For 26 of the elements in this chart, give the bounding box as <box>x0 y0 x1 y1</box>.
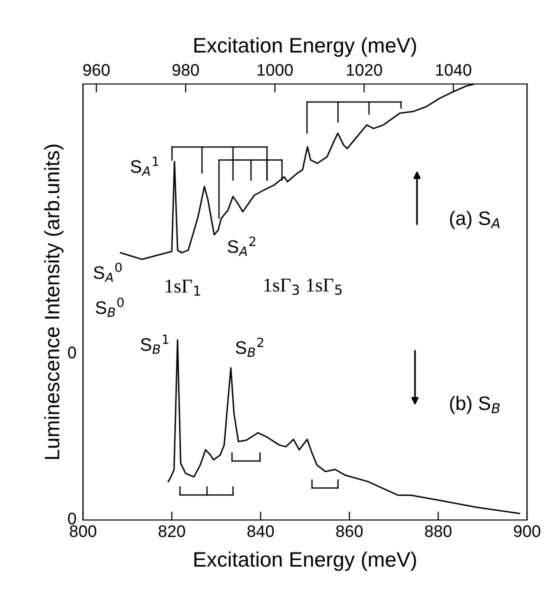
x2-tick-label: 980 <box>172 64 199 76</box>
annotation: (a) S$_{A}$ <box>450 210 500 229</box>
x-tick-label: 860 <box>336 525 363 538</box>
annotation: S$_{A}$$^{1}$ <box>130 156 158 176</box>
y-axis-title: Luminescence Intensity (arb.units) <box>44 144 64 459</box>
x2-tick-label: 1040 <box>436 64 472 76</box>
annotation: 1sΓ$_{3}$ 1sΓ$_{5}$ <box>264 278 342 295</box>
annotation: S$_{B}$$^{1}$ <box>140 334 168 354</box>
x-tick-label: 800 <box>70 525 96 538</box>
x-axis-title: Excitation Energy (meV) <box>194 552 416 571</box>
x-tick-label: 880 <box>425 525 452 538</box>
annotation: S$_{A}$$^{2}$ <box>228 236 256 256</box>
x2-tick-label: 1020 <box>346 64 382 76</box>
annotation: 1sΓ$_{1}$ <box>166 280 200 296</box>
x2-tick-label: 960 <box>83 64 110 76</box>
annotation: (b) S$_{B}$ <box>450 396 500 414</box>
x2-axis-title: Excitation Energy (meV) <box>194 37 416 57</box>
annotation: S$_{B}$$^{0}$ <box>96 298 124 317</box>
text: 0 <box>68 346 76 358</box>
x-tick-label: 820 <box>158 525 186 538</box>
annotation: S$_{A}$$^{0}$ <box>94 262 122 282</box>
x2-tick-label: 1000 <box>258 64 293 76</box>
x-tick-label: 900 <box>514 525 540 538</box>
text: 0 <box>68 512 76 524</box>
annotation: S$_{B}$$^{2}$ <box>236 338 264 357</box>
x-tick-label: 840 <box>247 525 274 538</box>
